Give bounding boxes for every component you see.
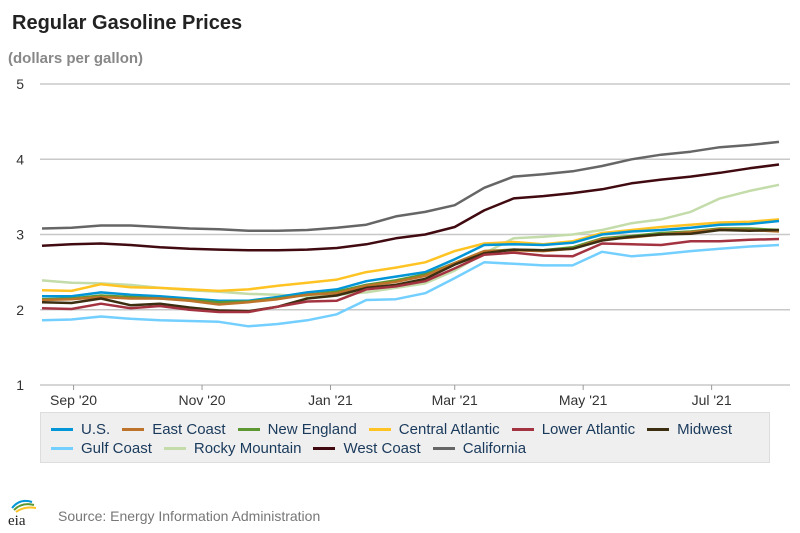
series-line-midwest — [41, 228, 780, 313]
legend-item[interactable]: East Coast — [122, 420, 226, 438]
legend-label: Lower Atlantic — [541, 420, 636, 438]
series-line-u-s- — [42, 219, 780, 302]
eia-logo-icon: eia — [8, 499, 37, 526]
legend-label: Rocky Mountain — [193, 439, 302, 457]
legend-label: Gulf Coast — [81, 439, 152, 457]
legend-label: New England — [267, 420, 357, 438]
series-line-gulf-coast — [41, 243, 780, 328]
legend-label: Central Atlantic — [398, 420, 500, 438]
series-line-east-coast — [41, 227, 780, 306]
legend-item[interactable]: New England — [237, 420, 357, 438]
legend-swatch — [122, 427, 145, 431]
x-tick-label: Jul '21 — [692, 392, 732, 408]
y-tick-label: 4 — [16, 151, 24, 167]
legend-label: California — [462, 439, 527, 457]
chart-title: Regular Gasoline Prices — [12, 12, 243, 34]
legend-swatch — [368, 427, 391, 431]
x-tick-label: Jan '21 — [308, 392, 353, 408]
series-line-lower-atlantic — [41, 237, 780, 314]
legend-swatch — [313, 446, 336, 450]
x-tick-label: Nov '20 — [179, 392, 226, 408]
x-tick-label: Mar '21 — [432, 392, 478, 408]
legend-swatch — [432, 446, 455, 450]
legend-item[interactable]: Gulf Coast — [51, 439, 152, 457]
legend-label: West Coast — [343, 439, 421, 457]
y-tick-label: 2 — [16, 302, 24, 318]
legend-item[interactable]: Midwest — [647, 420, 732, 438]
legend-item[interactable]: Lower Atlantic — [511, 420, 636, 438]
source-note: Source: Energy Information Administratio… — [58, 508, 321, 524]
legend-swatch — [237, 427, 260, 431]
legend-item[interactable]: West Coast — [313, 439, 421, 457]
legend-swatch — [511, 427, 534, 431]
series-line-central-atlantic — [41, 218, 780, 293]
y-axis-label: (dollars per gallon) — [8, 50, 144, 67]
series-line-west-coast — [41, 163, 780, 252]
legend: U.S. East Coast New England Central Atlanti… — [40, 412, 770, 463]
x-tick-label: Sep '20 — [50, 392, 97, 408]
svg-text:eia: eia — [8, 513, 26, 526]
y-tick-label: 5 — [16, 76, 24, 92]
legend-swatch — [51, 427, 73, 431]
legend-item[interactable]: Central Atlantic — [368, 420, 500, 438]
series-line-california — [41, 140, 780, 232]
legend-item[interactable]: Rocky Mountain — [163, 439, 302, 457]
legend-swatch — [163, 446, 186, 450]
legend-label: East Coast — [152, 420, 226, 438]
legend-item[interactable]: California — [432, 439, 527, 457]
legend-item[interactable]: U.S. — [51, 420, 110, 438]
legend-swatch — [51, 446, 73, 450]
legend-label: U.S. — [81, 420, 111, 438]
legend-label: Midwest — [677, 420, 733, 438]
y-tick-label: 1 — [16, 377, 24, 393]
x-tick-label: May '21 — [559, 392, 608, 408]
legend-swatch — [647, 427, 670, 431]
y-tick-label: 3 — [16, 227, 24, 243]
